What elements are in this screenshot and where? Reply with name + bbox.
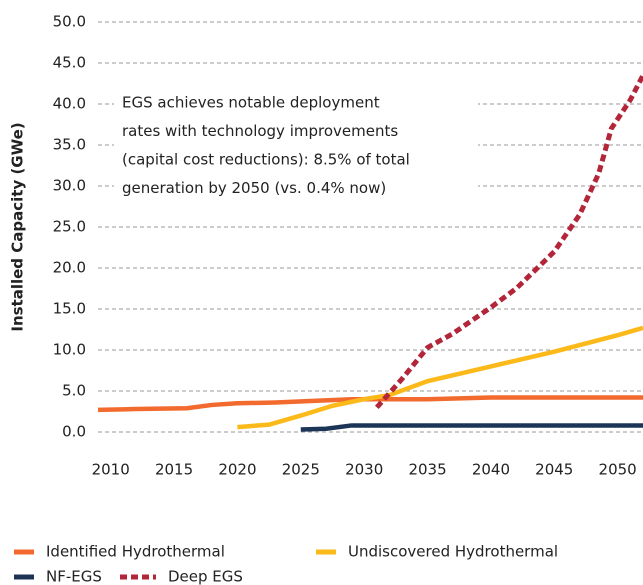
y-tick-label: 45.0: [53, 54, 86, 72]
x-tick-label: 2020: [218, 461, 256, 479]
legend-label: NF-EGS: [46, 568, 102, 585]
series-line: [300, 423, 643, 432]
y-tick-label: 25.0: [53, 218, 86, 236]
x-tick-label: 2025: [282, 461, 320, 479]
y-tick-label: 40.0: [53, 95, 86, 113]
x-tick-label: 2045: [535, 461, 573, 479]
y-tick-label: 5.0: [62, 382, 86, 400]
y-tick-label: 20.0: [53, 259, 86, 277]
x-tick-label: 2015: [155, 461, 193, 479]
annotation: rates with technology improvements: [122, 122, 398, 140]
x-tick-label: 2030: [345, 461, 383, 479]
y-axis-label: Installed Capacity (GWe): [9, 122, 27, 331]
y-tick-label: 35.0: [53, 136, 86, 154]
x-tick-label: 2050: [599, 461, 637, 479]
x-tick-label: 2010: [92, 461, 130, 479]
annotation: (capital cost reductions): 8.5% of total: [122, 151, 410, 169]
x-tick-label: 2040: [472, 461, 510, 479]
y-tick-label: 50.0: [53, 13, 86, 31]
legend-label: Undiscovered Hydrothermal: [348, 543, 558, 561]
annotation: EGS achieves notable deployment: [122, 94, 380, 112]
y-tick-label: 30.0: [53, 177, 86, 195]
x-tick-label: 2035: [408, 461, 446, 479]
y-tick-label: 15.0: [53, 300, 86, 318]
series-line: [374, 74, 643, 410]
y-tick-label: 10.0: [53, 341, 86, 359]
legend-label: Deep EGS: [168, 568, 243, 585]
series-line: [97, 395, 643, 413]
y-tick-label: 0.0: [62, 423, 86, 441]
annotation-box: [114, 88, 478, 216]
annotation: generation by 2050 (vs. 0.4% now): [122, 179, 386, 197]
legend-label: Identified Hydrothermal: [46, 543, 225, 561]
